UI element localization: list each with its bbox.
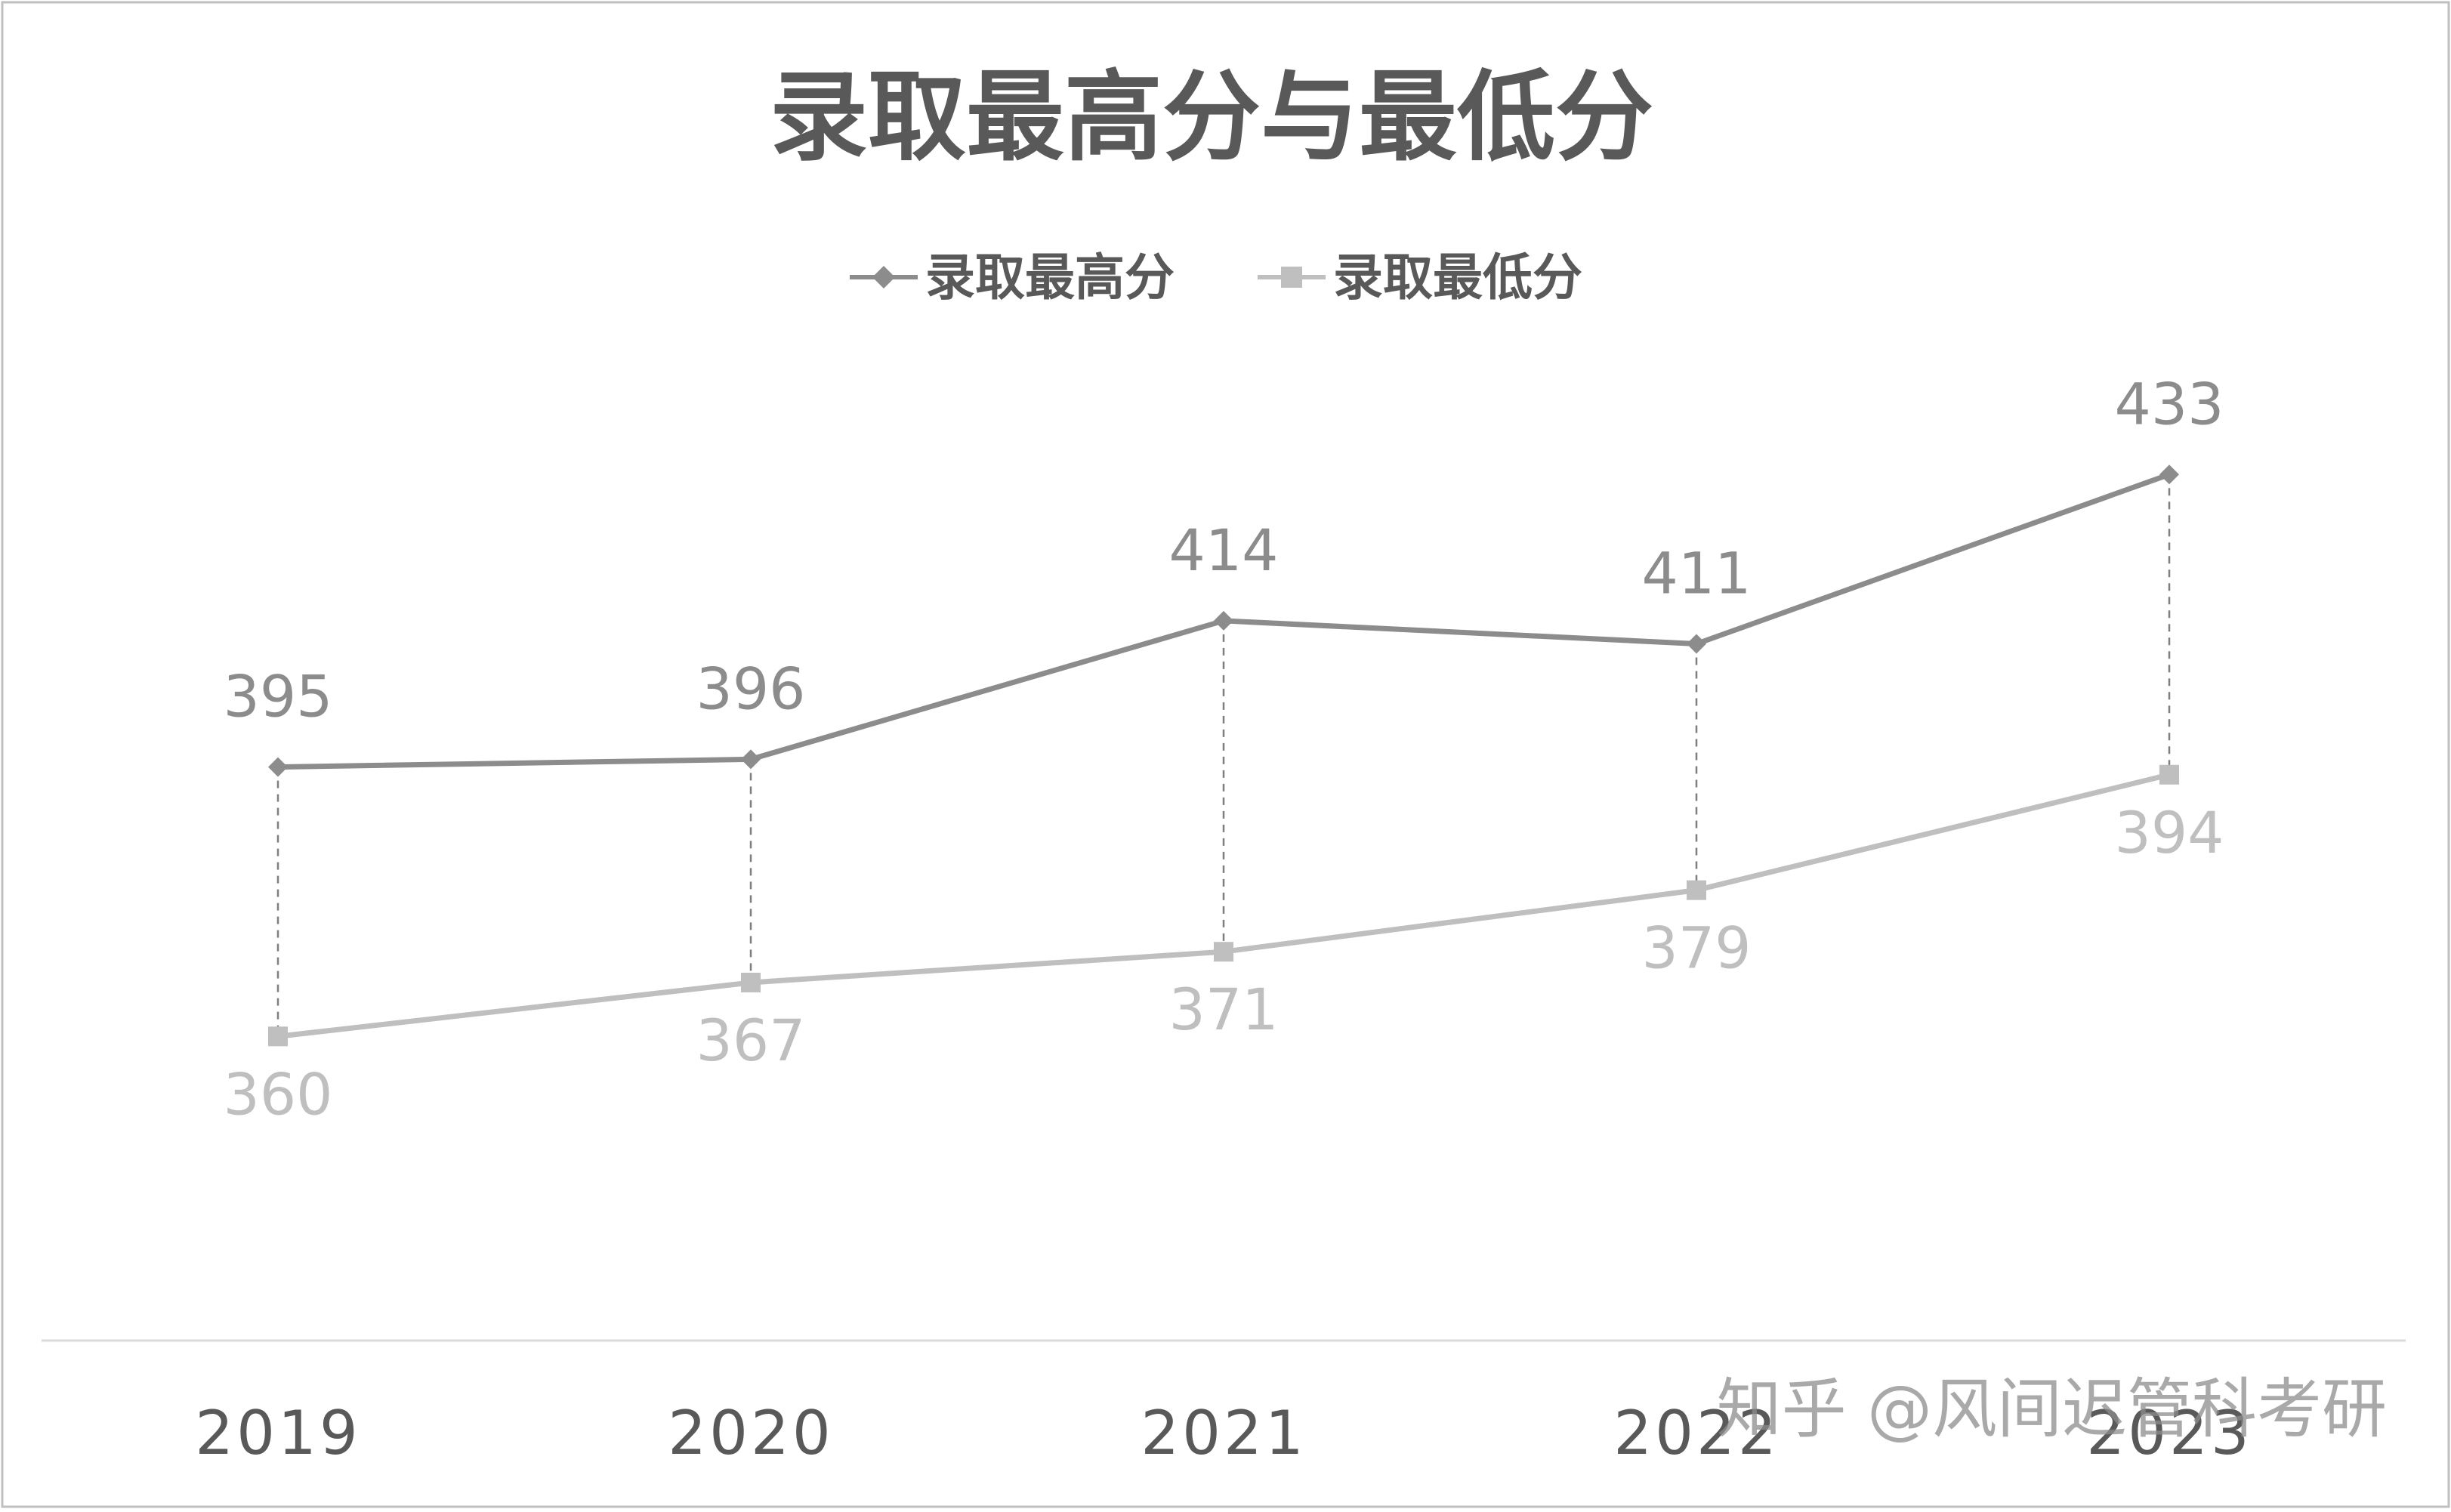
marker-max-2021: [1214, 610, 1233, 631]
data-label-max-2021: 414: [1168, 517, 1278, 584]
x-tick-labels: 2019 2020 2021 2022 2023: [195, 1398, 2252, 1468]
marker-max-2020: [741, 749, 761, 770]
marker-min-2023: [2159, 764, 2179, 785]
marker-max-2023: [2159, 464, 2179, 485]
data-label-max-2023: 433: [2114, 370, 2224, 437]
drop-lines: [276, 474, 2171, 1037]
marker-max-2019: [268, 757, 288, 777]
data-label-min-2021: 371: [1168, 976, 1278, 1043]
data-label-max-2020: 396: [696, 655, 805, 722]
data-label-min-2023: 394: [2114, 799, 2224, 866]
legend-label-max: 录取最高分: [925, 248, 1175, 307]
marker-max-2022: [1687, 634, 1706, 654]
marker-min-2022: [1687, 880, 1706, 900]
data-label-min-2019: 360: [223, 1060, 332, 1128]
marker-min-2021: [1214, 942, 1233, 962]
data-label-min-2020: 367: [696, 1007, 805, 1074]
data-label-min-2022: 379: [1641, 915, 1751, 982]
chart-title: 录取最高分与最低分: [770, 60, 1653, 174]
x-tick-label-2022: 2022: [1613, 1398, 1780, 1468]
data-label-max-2019: 395: [223, 663, 332, 730]
x-tick-label-2020: 2020: [668, 1398, 834, 1468]
data-labels: 395 396 414 411 433 360 367 371 379 394: [223, 370, 2224, 1128]
legend-marker-max: [872, 266, 895, 289]
x-tick-label-2021: 2021: [1141, 1398, 1307, 1468]
legend-label-min: 录取最低分: [1333, 248, 1582, 307]
marker-min-2020: [741, 972, 761, 992]
markers: [268, 464, 2179, 1047]
x-tick-label-2019: 2019: [195, 1398, 361, 1468]
watermark: 知乎 @风间迟管科考研: [1717, 1372, 2387, 1447]
x-tick-label-2023: 2023: [2086, 1398, 2252, 1468]
legend-marker-min: [1281, 267, 1302, 288]
data-label-max-2022: 411: [1641, 540, 1751, 607]
marker-min-2019: [268, 1026, 288, 1047]
legend: 录取最高分 录取最低分: [850, 248, 1582, 307]
